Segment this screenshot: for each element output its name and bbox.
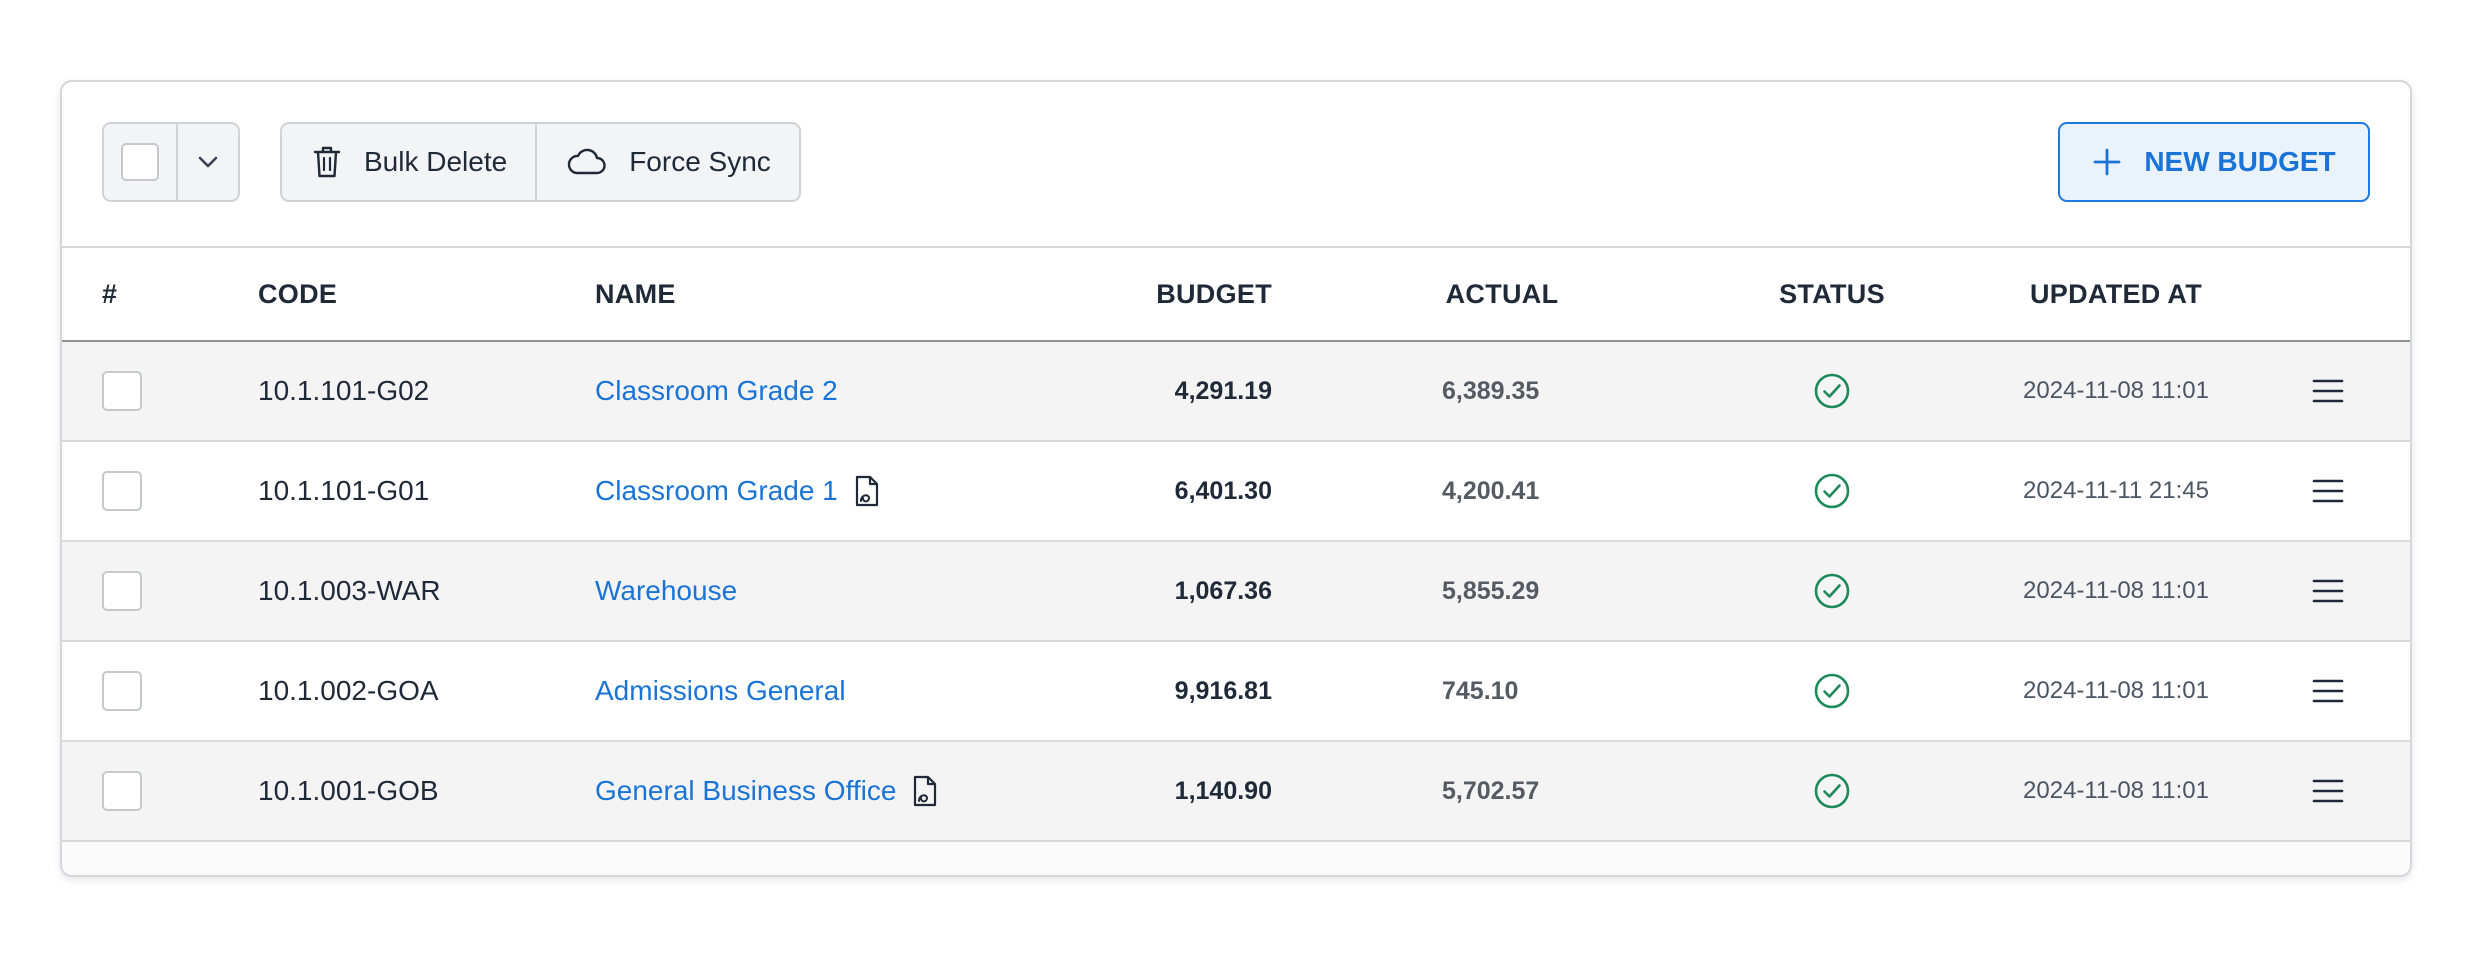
row-name-label[interactable]: Warehouse: [595, 575, 738, 606]
row-budget: 6,401.30: [1174, 476, 1272, 505]
document-icon: [914, 775, 937, 807]
table-header: # CODE NAME BUDGET ACTUAL STATUS UPDATED…: [62, 246, 2410, 342]
hamburger-menu-icon: [2312, 579, 2344, 603]
row-checkbox[interactable]: [102, 671, 142, 711]
force-sync-label: Force Sync: [629, 146, 771, 177]
row-code: 10.1.002-GOA: [258, 675, 439, 706]
header-budget[interactable]: BUDGET: [1156, 278, 1272, 309]
select-options-dropdown[interactable]: [178, 124, 238, 200]
check-circle-icon: [1814, 673, 1850, 709]
row-name-link[interactable]: Classroom Grade 1: [595, 442, 882, 540]
row-budget: 4,291.19: [1174, 376, 1272, 405]
row-name-link[interactable]: Admissions General: [595, 642, 846, 740]
row-checkbox[interactable]: [102, 771, 142, 811]
row-status: [1792, 542, 1872, 640]
row-name-link[interactable]: Warehouse: [595, 542, 737, 640]
row-budget: 1,067.36: [1174, 576, 1272, 605]
header-code[interactable]: CODE: [258, 278, 338, 309]
hamburger-menu-icon: [2312, 379, 2344, 403]
hamburger-menu-icon: [2312, 479, 2344, 503]
row-updated-at: 2024-11-11 21:45: [2023, 477, 2209, 504]
header-name[interactable]: NAME: [595, 278, 676, 309]
row-checkbox-cell[interactable]: [102, 542, 144, 640]
bulk-actions-group: Bulk Delete Force Sync: [280, 122, 801, 202]
row-updated-at: 2024-11-08 11:01: [2023, 677, 2209, 704]
bulk-delete-button[interactable]: Bulk Delete: [282, 124, 535, 200]
row-code: 10.1.001-GOB: [258, 775, 439, 806]
row-status: [1792, 642, 1872, 740]
select-all-checkbox[interactable]: [121, 143, 159, 181]
row-name-label[interactable]: General Business Office: [595, 775, 897, 806]
check-circle-icon: [1814, 373, 1850, 409]
row-status: [1792, 742, 1872, 840]
row-checkbox-cell[interactable]: [102, 642, 144, 740]
row-actual-value: 4,200.41: [1442, 476, 1540, 505]
row-menu-button[interactable]: [2296, 342, 2360, 440]
hamburger-menu-icon: [2312, 679, 2344, 703]
row-menu-button[interactable]: [2296, 742, 2360, 840]
header-status[interactable]: STATUS: [1779, 278, 1885, 309]
bulk-delete-label: Bulk Delete: [364, 146, 508, 177]
row-actual-value: 6,389.35: [1442, 376, 1540, 405]
row-updated-at: 2024-11-08 11:01: [2023, 577, 2209, 604]
row-actual-value: 5,855.29: [1442, 576, 1540, 605]
row-budget: 9,916.81: [1174, 676, 1272, 705]
row-checkbox-cell[interactable]: [102, 442, 144, 540]
table-row: 10.1.101-G02 Classroom Grade 2 4,291.19 …: [62, 342, 2410, 442]
row-status: [1792, 342, 1872, 440]
row-checkbox[interactable]: [102, 471, 142, 511]
row-name-link[interactable]: Classroom Grade 2: [595, 342, 838, 440]
table-row: 10.1.002-GOA Admissions General 9,916.81…: [62, 642, 2410, 742]
row-name-label[interactable]: Classroom Grade 1: [595, 475, 838, 506]
header-updated-at[interactable]: UPDATED AT: [2030, 278, 2202, 309]
chevron-down-icon: [198, 156, 218, 168]
table-row: 10.1.101-G01 Classroom Grade 1 6,401.30 …: [62, 442, 2410, 542]
force-sync-button[interactable]: Force Sync: [535, 124, 799, 200]
check-circle-icon: [1814, 473, 1850, 509]
new-budget-label: NEW BUDGET: [2144, 146, 2336, 177]
trash-icon: [313, 146, 341, 178]
select-all-group: [102, 122, 240, 202]
row-actual: 745.10: [1442, 642, 1518, 740]
row-checkbox[interactable]: [102, 571, 142, 611]
row-menu-button[interactable]: [2296, 642, 2360, 740]
row-checkbox-cell[interactable]: [102, 342, 144, 440]
header-index: #: [102, 278, 118, 309]
check-circle-icon: [1814, 573, 1850, 609]
budgets-card: Bulk Delete Force Sync NEW BUDGET # CODE…: [60, 80, 2412, 877]
row-actual-value: 5,702.57: [1442, 776, 1540, 805]
row-code: 10.1.003-WAR: [258, 575, 441, 606]
row-updated-at: 2024-11-08 11:01: [2023, 777, 2209, 804]
select-all-checkbox-cell[interactable]: [104, 124, 178, 200]
row-name-label[interactable]: Classroom Grade 2: [595, 375, 838, 406]
row-code: 10.1.101-G02: [258, 375, 430, 406]
row-menu-button[interactable]: [2296, 442, 2360, 540]
row-budget: 1,140.90: [1174, 776, 1272, 805]
row-menu-button[interactable]: [2296, 542, 2360, 640]
row-updated-at: 2024-11-08 11:01: [2023, 377, 2209, 404]
document-icon: [855, 475, 878, 507]
row-actual-value: 745.10: [1442, 676, 1519, 705]
row-actual: 4,200.41: [1442, 442, 1539, 540]
row-name-link[interactable]: General Business Office: [595, 742, 940, 840]
row-checkbox[interactable]: [102, 371, 142, 411]
hamburger-menu-icon: [2312, 779, 2344, 803]
table-footer: [62, 842, 2410, 875]
toolbar: Bulk Delete Force Sync NEW BUDGET: [62, 82, 2410, 246]
row-status: [1792, 442, 1872, 540]
row-name-label[interactable]: Admissions General: [595, 675, 846, 706]
check-circle-icon: [1814, 773, 1850, 809]
row-checkbox-cell[interactable]: [102, 742, 144, 840]
plus-icon: [2093, 148, 2121, 176]
cloud-icon: [567, 148, 606, 175]
table-row: 10.1.001-GOB General Business Office 1,1…: [62, 742, 2410, 842]
new-budget-button[interactable]: NEW BUDGET: [2058, 122, 2370, 202]
row-actual: 6,389.35: [1442, 342, 1539, 440]
table-row: 10.1.003-WAR Warehouse 1,067.36 5,855.29…: [62, 542, 2410, 642]
row-actual: 5,855.29: [1442, 542, 1539, 640]
header-actual[interactable]: ACTUAL: [1445, 278, 1559, 309]
row-code: 10.1.101-G01: [258, 475, 430, 506]
row-actual: 5,702.57: [1442, 742, 1539, 840]
